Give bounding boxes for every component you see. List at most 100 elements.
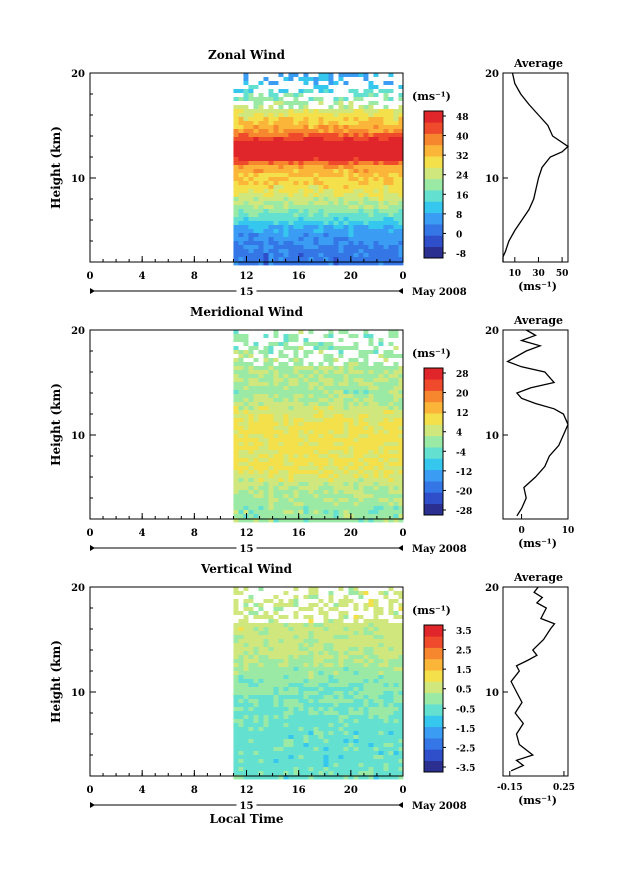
heatmap-cell — [293, 245, 299, 250]
heatmap-cell — [258, 619, 264, 624]
heatmap-cell — [328, 627, 334, 632]
heatmap-cell — [358, 209, 364, 214]
heatmap-cell — [313, 482, 319, 487]
heatmap-cell — [363, 639, 369, 644]
heatmap-cell — [293, 723, 299, 728]
heatmap-cell — [318, 506, 324, 511]
heatmap-cell — [258, 370, 264, 375]
heatmap-cell — [358, 101, 364, 106]
heatmap-cell — [323, 386, 329, 391]
heatmap-cell — [243, 390, 249, 395]
heatmap-cell — [273, 691, 279, 696]
heatmap-cell — [298, 209, 304, 214]
heatmap-cell — [268, 229, 274, 234]
heatmap-cell — [283, 253, 289, 258]
heatmap-cell — [378, 81, 384, 86]
heatmap-cell — [268, 454, 274, 459]
heatmap-cell — [313, 173, 319, 178]
heatmap-cell — [378, 659, 384, 664]
heatmap-cell — [278, 334, 284, 339]
heatmap-cell — [248, 470, 254, 475]
heatmap-cell — [358, 141, 364, 146]
heatmap-cell — [383, 141, 389, 146]
heatmap-cell — [253, 647, 259, 652]
heatmap-cell — [378, 165, 384, 170]
heatmap-cell — [303, 354, 309, 359]
heatmap-cell — [358, 599, 364, 604]
heatmap-cell — [233, 675, 239, 680]
x-tick-label: 0 — [400, 528, 407, 539]
heatmap-cell — [338, 237, 344, 242]
heatmap-cell — [333, 101, 339, 106]
heatmap-cell — [263, 217, 269, 222]
heatmap-cell — [233, 715, 239, 720]
heatmap-cell — [253, 454, 259, 459]
heatmap-cell — [233, 338, 239, 343]
heatmap-cell — [253, 133, 259, 138]
heatmap-cell — [328, 755, 334, 760]
heatmap-cell — [343, 671, 349, 676]
heatmap-cell — [233, 631, 239, 636]
heatmap-cell — [253, 667, 259, 672]
heatmap-cell — [338, 442, 344, 447]
heatmap-cell — [378, 374, 384, 379]
heatmap-cell — [343, 338, 349, 343]
heatmap-cell — [393, 446, 399, 451]
heatmap-cell — [313, 675, 319, 680]
heatmap-cell — [393, 683, 399, 688]
heatmap-cell — [258, 438, 264, 443]
heatmap-cell — [313, 350, 319, 355]
heatmap-cell — [313, 647, 319, 652]
heatmap-cell — [268, 422, 274, 427]
heatmap-cell — [388, 715, 394, 720]
heatmap-cell — [233, 731, 239, 736]
heatmap-cell — [333, 751, 339, 756]
heatmap-cell — [268, 185, 274, 190]
heatmap-cell — [388, 105, 394, 110]
heatmap-cell — [298, 193, 304, 198]
heatmap-cell — [368, 85, 374, 90]
heatmap-cell — [233, 587, 239, 592]
heatmap-cell — [378, 446, 384, 451]
heatmap-cell — [368, 518, 374, 523]
heatmap-cell — [358, 133, 364, 138]
heatmap-cell — [358, 81, 364, 86]
heatmap-cell — [338, 209, 344, 214]
heatmap-cell — [263, 751, 269, 756]
heatmap-cell — [338, 490, 344, 495]
heatmap-cell — [283, 667, 289, 672]
heatmap-cell — [263, 205, 269, 210]
heatmap-cell — [308, 185, 314, 190]
heatmap-cell — [238, 346, 244, 351]
heatmap-cell — [353, 514, 359, 519]
heatmap-cell — [338, 458, 344, 463]
heatmap-cell — [333, 370, 339, 375]
heatmap-cell — [343, 149, 349, 154]
heatmap-cell — [343, 751, 349, 756]
heatmap-cell — [263, 342, 269, 347]
heatmap-cell — [288, 418, 294, 423]
heatmap-cell — [343, 607, 349, 612]
heatmap-cell — [238, 514, 244, 519]
heatmap-cell — [288, 117, 294, 122]
heatmap-cell — [268, 125, 274, 130]
heatmap-cell — [343, 410, 349, 415]
heatmap-cell — [238, 683, 244, 688]
heatmap-cell — [268, 623, 274, 628]
heatmap-cell — [268, 137, 274, 142]
heatmap-cell — [348, 438, 354, 443]
heatmap-cell — [358, 442, 364, 447]
heatmap-cell — [248, 189, 254, 194]
heatmap-cell — [333, 93, 339, 98]
heatmap-cell — [313, 386, 319, 391]
heatmap-cell — [368, 478, 374, 483]
heatmap-cell — [333, 89, 339, 94]
heatmap-cell — [388, 169, 394, 174]
heatmap-cell — [313, 510, 319, 515]
heatmap-cell — [333, 486, 339, 491]
heatmap-cell — [293, 374, 299, 379]
heatmap-cell — [323, 735, 329, 740]
heatmap-cell — [353, 498, 359, 503]
heatmap-cell — [248, 727, 254, 732]
heatmap-cell — [293, 197, 299, 202]
